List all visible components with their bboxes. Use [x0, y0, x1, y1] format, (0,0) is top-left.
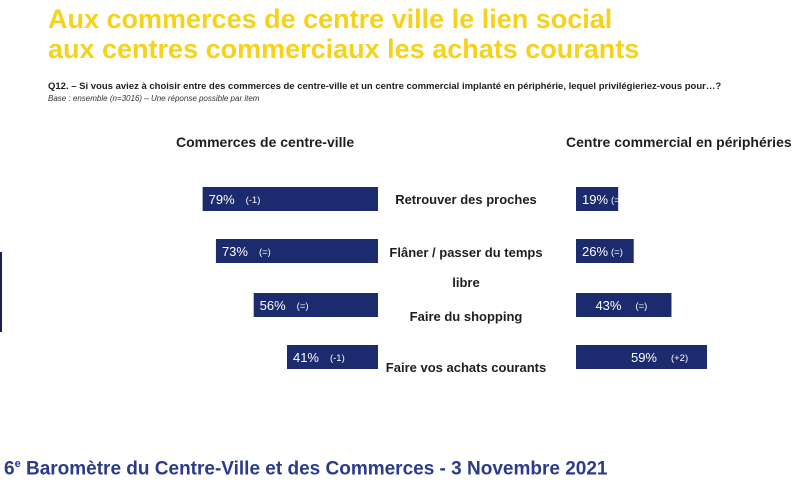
right-bar-change-label: (=): [611, 195, 623, 206]
left-bar: [286, 345, 378, 369]
right-bar-value-label: 43%: [595, 298, 621, 313]
slide-title: Aux commerces de centre ville le lien so…: [48, 4, 639, 64]
left-bar-value-label: 56%: [260, 298, 286, 313]
right-bar-value-label: 26%: [582, 244, 608, 259]
left-column-header: Commerces de centre-ville: [176, 134, 355, 150]
right-bar-change-label: (+2): [671, 353, 688, 364]
footer-ordinal: e: [14, 458, 21, 470]
category-label: Faire du shopping: [410, 309, 523, 324]
category-label: Flâner / passer du temps: [389, 245, 542, 260]
right-bar-value-label: 19%: [582, 192, 608, 207]
right-bar: [576, 293, 672, 317]
left-bar-change-label: (=): [259, 247, 271, 258]
left-bar-value-label: 73%: [222, 244, 248, 259]
category-label: libre: [452, 275, 479, 290]
right-bar: [576, 187, 619, 211]
right-bar: [576, 239, 634, 263]
left-bar: [215, 239, 378, 263]
right-bar-change-label: (=): [635, 301, 647, 312]
left-bar: [202, 187, 378, 211]
footer-number: 6: [4, 458, 15, 480]
question-text: Q12. – Si vous aviez à choisir entre des…: [48, 81, 722, 92]
right-column-header: Centre commercial en périphéries: [566, 134, 792, 150]
title-line-1: Aux commerces de centre ville le lien so…: [48, 4, 613, 34]
category-label: Faire vos achats courants: [386, 360, 546, 375]
left-bar-change-label: (=): [297, 301, 309, 312]
left-edge-rule: [0, 252, 2, 332]
category-label: Retrouver des proches: [395, 192, 537, 207]
title-line-2: aux centres commerciaux les achats coura…: [48, 34, 640, 64]
footer-title: 6e Baromètre du Centre-Ville et des Comm…: [4, 458, 607, 480]
right-bar-change-label: (=): [611, 247, 623, 258]
right-bar-value-label: 59%: [631, 350, 657, 365]
base-note: Base : ensemble (n=3016) – Une réponse p…: [48, 94, 260, 103]
left-bar-change-label: (-1): [330, 353, 345, 364]
left-bar-change-label: (-1): [246, 195, 261, 206]
right-bar: [576, 345, 707, 369]
footer-text: Baromètre du Centre-Ville et des Commerc…: [20, 458, 608, 480]
left-bar: [253, 293, 378, 317]
left-bar-value-label: 79%: [209, 192, 235, 207]
left-bar-value-label: 41%: [293, 350, 319, 365]
